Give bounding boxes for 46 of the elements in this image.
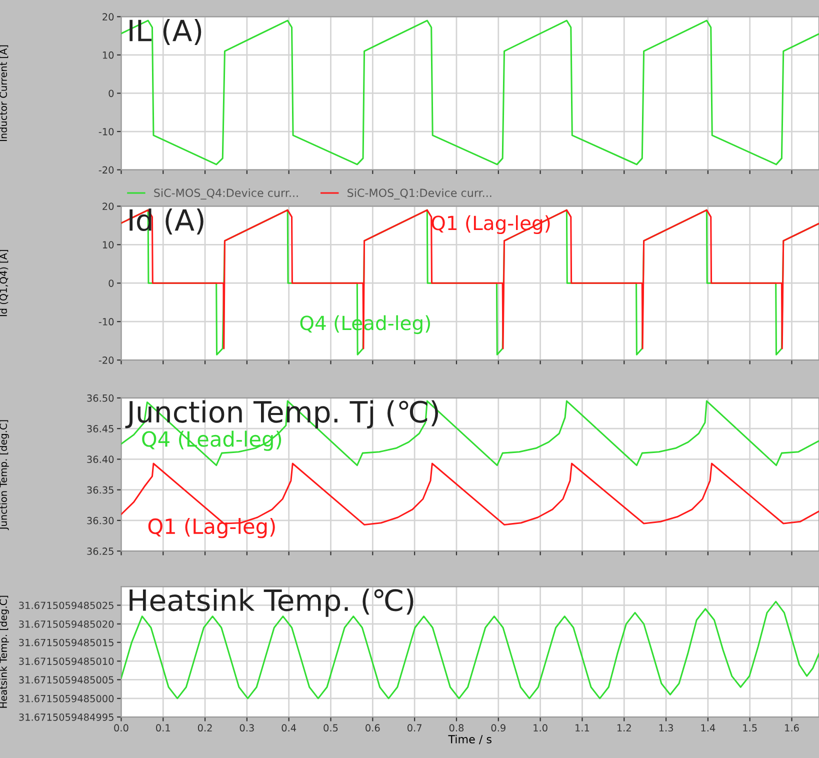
x-tick-label: 1.0 [534, 724, 548, 732]
x-tick-label: 1.5 [743, 724, 757, 732]
x-tick-label: 0.0 [114, 724, 128, 732]
x-tick-label: 1.6 [785, 724, 799, 732]
chart-title: Heatsink Temp. (℃) [130, 588, 414, 617]
y-tick-label: 31.6715059485015 [19, 638, 114, 646]
x-tick-label: 0.9 [491, 724, 506, 732]
x-tick-label: 0.2 [198, 724, 212, 732]
y-tick-label: 36.50 [87, 394, 114, 402]
y-tick-label: 31.6715059484995 [19, 714, 114, 721]
x-tick-label: 0.4 [282, 724, 296, 732]
x-tick-label: 1.2 [617, 724, 631, 732]
x-tick-label: 1.4 [701, 724, 716, 732]
y-tick-label: -20 [98, 166, 114, 174]
y-tick-label: -20 [98, 356, 114, 364]
y-tick-label: 36.40 [87, 456, 114, 464]
x-tick-label: 0.6 [366, 724, 380, 732]
y-tick-label: 0 [108, 90, 114, 98]
y-tick-label: 36.30 [87, 516, 114, 524]
x-tick-label: 0.5 [324, 724, 338, 732]
y-tick-label: -10 [98, 318, 114, 326]
x-tick-label: 1.1 [576, 724, 590, 732]
y-tick-label: 31.6715059485005 [19, 676, 114, 684]
y-tick-label: 20 [102, 13, 114, 21]
y-tick-label: 0 [108, 280, 114, 287]
y-tick-label: 10 [102, 51, 114, 59]
chart-title: IL (A) [130, 19, 202, 45]
y-tick-label: 36.45 [87, 425, 114, 432]
y-tick-label: 31.6715059485010 [19, 658, 114, 665]
x-tick-label: 0.7 [407, 724, 422, 732]
y-tick-label: 31.6715059485025 [19, 602, 114, 610]
legend-label: SiC-MOS_Q4:Device curr... [154, 188, 298, 200]
y-tick-label: 20 [102, 202, 114, 210]
y-tick-label: 10 [102, 241, 114, 248]
y-tick-label: 36.25 [87, 548, 114, 555]
y-tick-label: 31.6715059485000 [19, 694, 114, 702]
x-tick-label: 1.3 [659, 724, 673, 732]
x-tick-label: 0.8 [449, 724, 464, 732]
x-tick-label: 0.1 [156, 724, 170, 732]
x-axis-title: Time / s [448, 734, 492, 744]
y-tick-label: -10 [98, 128, 114, 136]
legend-label: SiC-MOS_Q1:Device curr... [348, 188, 492, 200]
x-tick-label: 0.3 [240, 724, 254, 732]
y-tick-label: 36.35 [87, 486, 114, 494]
series-label: Q1 (Lag-leg) [148, 518, 275, 538]
y-tick-label: 31.6715059485020 [19, 620, 114, 628]
